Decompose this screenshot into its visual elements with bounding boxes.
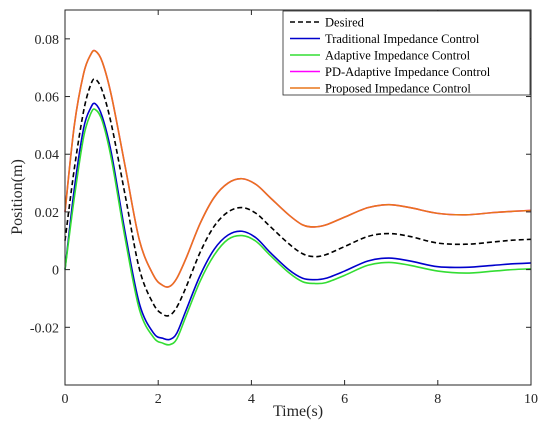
y-tick-label: 0 — [52, 264, 59, 279]
plot-frame — [64, 9, 532, 386]
series-layer — [64, 49, 532, 346]
y-tick-label: -0.02 — [30, 321, 59, 336]
x-tick-label: 8 — [434, 392, 441, 407]
y-tick-label: 0.02 — [35, 206, 60, 221]
x-axis-label: Time(s) — [273, 403, 323, 420]
x-tick-label: 4 — [248, 392, 255, 407]
y-tick-label: 0.06 — [35, 91, 60, 106]
legend-label-traditional-impedance-control: Traditional Impedance Control — [325, 32, 480, 46]
series-line-traditional-impedance-control — [64, 102, 532, 341]
series-line-proposed-impedance-control — [64, 49, 532, 288]
x-tick-label: 6 — [341, 392, 348, 407]
x-tick-label: 2 — [155, 392, 162, 407]
series-line-desired — [64, 78, 532, 317]
legend-label-desired: Desired — [325, 16, 365, 30]
legend-label-pd-adaptive-impedance-control: PD-Adaptive Impedance Control — [325, 65, 491, 79]
ticks-layer: 0 2 4 6 8 10 -0.02 0 0.02 0.04 0.06 0.08 — [30, 10, 538, 407]
y-tick-label: 0.08 — [35, 33, 60, 48]
legend: Desired Traditional Impedance Control Adap… — [282, 10, 531, 96]
legend-box — [282, 10, 531, 96]
y-tick-label: 0.04 — [35, 148, 60, 163]
legend-label-adaptive-impedance-control: Adaptive Impedance Control — [325, 49, 471, 63]
series-line-adaptive-impedance-control — [64, 108, 532, 346]
x-tick-label: 10 — [524, 392, 538, 407]
legend-items: Desired Traditional Impedance Control Adap… — [290, 16, 491, 96]
x-tick-label: 0 — [62, 392, 69, 407]
y-axis-label: Position(m) — [9, 159, 26, 235]
legend-label-proposed-impedance-control: Proposed Impedance Control — [325, 82, 471, 96]
